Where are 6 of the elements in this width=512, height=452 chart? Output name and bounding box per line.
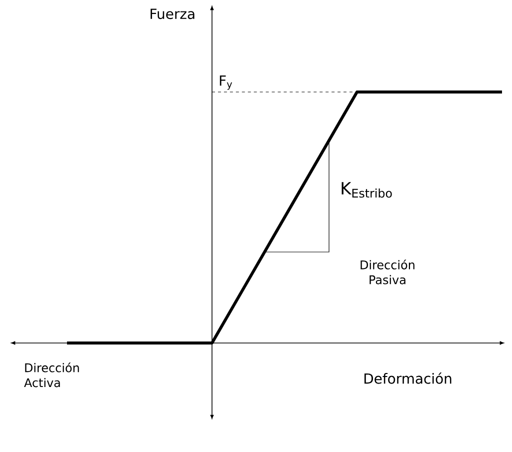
ref-line-label: F$_{y}$	[220, 75, 232, 90]
annotation: Dirección Pasiva	[360, 260, 414, 284]
text: Fuerza	[150, 8, 194, 20]
text: Dirección Activa	[24, 362, 79, 388]
x-axis-title: Deformación	[364, 372, 452, 384]
annotation: K$_{Estribo}$	[342, 182, 392, 198]
